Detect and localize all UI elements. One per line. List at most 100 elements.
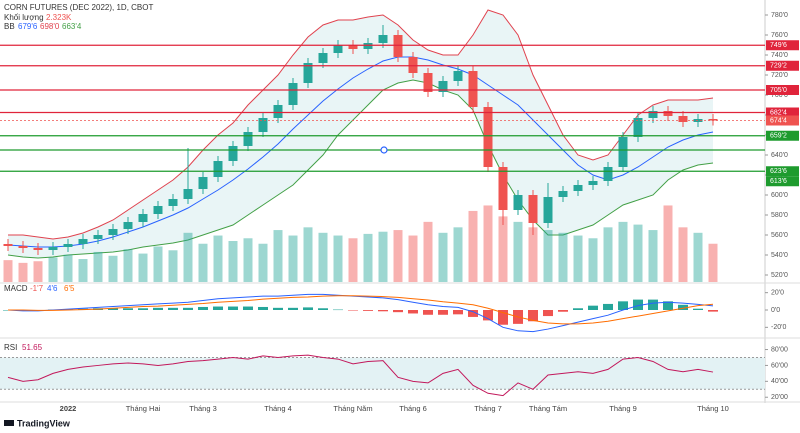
level-label-box xyxy=(766,60,799,71)
histogram-bar xyxy=(663,301,673,310)
candle-body xyxy=(588,181,598,185)
volume-bar xyxy=(693,232,703,282)
level-label-box xyxy=(766,130,799,141)
volume-bar xyxy=(678,227,688,282)
histogram-bar xyxy=(378,310,388,312)
candle-body xyxy=(708,119,718,121)
histogram-bar xyxy=(303,307,313,310)
y-tick-label: 20'00 xyxy=(771,394,788,401)
histogram-bar xyxy=(693,308,703,310)
histogram-bar xyxy=(228,306,238,310)
candle-body xyxy=(3,244,13,246)
candle-body xyxy=(303,63,313,83)
candle-body xyxy=(138,214,148,222)
y-tick-label: 760'0 xyxy=(771,32,788,39)
histogram-bar xyxy=(633,299,643,310)
volume-bar xyxy=(573,235,583,282)
candle-body xyxy=(558,191,568,197)
bb-value: 663'4 xyxy=(62,22,82,31)
candle-body xyxy=(678,116,688,122)
y-tick-label: 60'00 xyxy=(771,362,788,369)
histogram-bar xyxy=(423,310,433,315)
volume-bar xyxy=(258,243,268,282)
level-label: 623'6 xyxy=(770,168,787,175)
rsi-band xyxy=(0,357,765,390)
candle-body xyxy=(603,167,613,181)
candle-body xyxy=(243,132,253,146)
volume-bar xyxy=(198,243,208,282)
volume-bar xyxy=(123,249,133,282)
volume-bar xyxy=(18,262,28,282)
histogram-bar xyxy=(708,310,718,312)
volume-bar xyxy=(468,210,478,282)
volume-bar xyxy=(78,259,88,282)
candle-body xyxy=(423,73,433,92)
level-label-box xyxy=(766,166,799,177)
candle-body xyxy=(543,197,553,223)
volume-bar xyxy=(318,232,328,282)
volume-bar xyxy=(273,230,283,282)
level-label: 749'6 xyxy=(770,42,787,49)
histogram-bar xyxy=(108,308,118,310)
candle-body xyxy=(288,83,298,105)
volume-bar xyxy=(618,221,628,282)
volume-bar xyxy=(333,235,343,282)
candle-body xyxy=(258,118,268,132)
histogram-bar xyxy=(333,309,343,311)
logo-mark xyxy=(4,420,14,426)
y-tick-label: 560'0 xyxy=(771,232,788,239)
x-tick-label: Tháng Tám xyxy=(529,404,567,413)
histogram-bar xyxy=(678,304,688,310)
histogram-bar xyxy=(438,310,448,315)
y-tick-label: 520'0 xyxy=(771,272,788,279)
bb-label: BB xyxy=(4,22,15,31)
candle-body xyxy=(108,229,118,235)
histogram-bar xyxy=(468,310,478,317)
volume-bar xyxy=(243,238,253,282)
y-tick-label: -20'0 xyxy=(771,324,786,331)
candle-body xyxy=(348,45,358,49)
histogram-bar xyxy=(393,310,403,313)
candle-body xyxy=(663,111,673,116)
histogram-bar xyxy=(498,310,508,325)
level-label: 705'0 xyxy=(770,87,787,94)
plot-layer: 520'0540'0560'0580'0600'0620'0640'0660'0… xyxy=(0,0,800,413)
histogram-bar xyxy=(153,307,163,310)
volume-bar xyxy=(708,243,718,282)
candle-body xyxy=(63,244,73,247)
candle-body xyxy=(183,189,193,199)
level-label: 613'6 xyxy=(770,178,787,185)
candle-body xyxy=(333,45,343,53)
signal-line xyxy=(8,295,714,325)
volume-bar xyxy=(588,238,598,282)
anchor-handle[interactable] xyxy=(380,146,388,154)
histogram-bar xyxy=(138,308,148,310)
symbol-title: CORN FUTURES (DEC 2022), 1D, CBOT xyxy=(4,3,153,12)
volume-bar xyxy=(558,232,568,282)
x-tick-label: Tháng 9 xyxy=(609,404,637,413)
x-tick-label: Tháng Hai xyxy=(126,404,161,413)
y-tick-label: 40'00 xyxy=(771,378,788,385)
volume-bar xyxy=(438,232,448,282)
candle-body xyxy=(168,199,178,206)
candle-body xyxy=(93,235,103,239)
bb-value: 698'0 xyxy=(40,22,60,31)
candle-body xyxy=(198,177,208,189)
volume-bar xyxy=(633,224,643,282)
histogram-bar xyxy=(618,301,628,310)
volume-bar xyxy=(108,255,118,282)
volume-bar xyxy=(138,253,148,282)
histogram-bar xyxy=(573,308,583,310)
volume-bar xyxy=(453,227,463,282)
volume-bar xyxy=(543,230,553,282)
x-tick-label: Tháng 10 xyxy=(697,404,729,413)
level-label-box xyxy=(766,115,799,126)
volume-bar xyxy=(213,235,223,282)
histogram-bar xyxy=(648,299,658,310)
panel-readout: 4'6 xyxy=(47,284,58,293)
volume-bar xyxy=(3,260,13,282)
histogram-bar xyxy=(453,310,463,315)
panel-readout: 6'5 xyxy=(64,284,75,293)
volume-bar xyxy=(303,227,313,282)
y-tick-label: 0'0 xyxy=(771,307,780,314)
